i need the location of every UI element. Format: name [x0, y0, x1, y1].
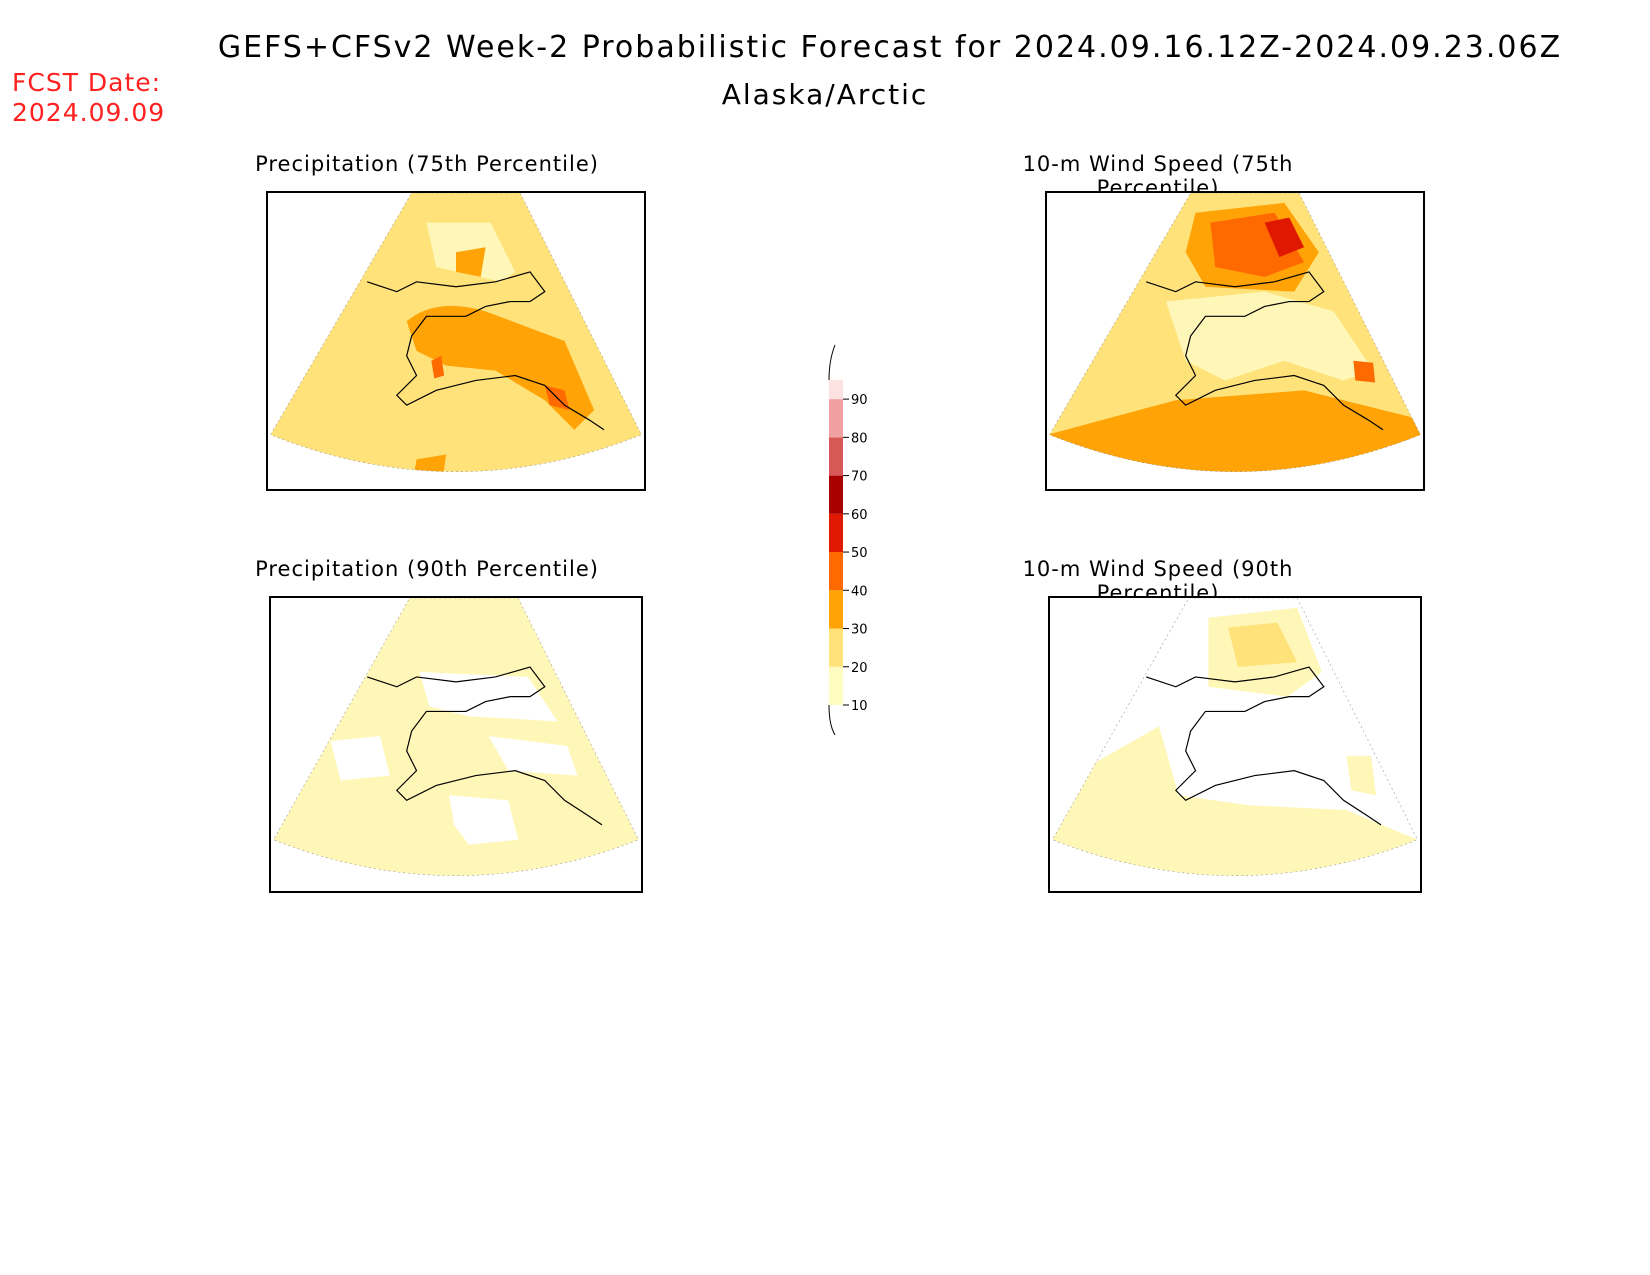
wind90-coastline: [1146, 666, 1382, 826]
forecast-date-value: 2024.09.09: [12, 98, 166, 127]
colorbar-cell: [829, 380, 843, 400]
panel-title-precip-75: Precipitation (75th Percentile): [255, 152, 599, 176]
region-subtitle: Alaska/Arctic: [721, 78, 929, 111]
colorbar-tick-label: 10: [851, 699, 868, 714]
colorbar-tick-label: 20: [851, 661, 868, 676]
precip90-white-patch-3: [449, 795, 519, 845]
wind75-graticule: [1049, 193, 1421, 473]
map-precip-75-svg: [270, 193, 642, 473]
colorbar-tick-label: 40: [851, 584, 868, 599]
colorbar-tick-label: 50: [851, 546, 868, 561]
map-wind-75: [1045, 191, 1425, 491]
precip90-coastline: [367, 666, 603, 826]
colorbar-bottom-cap: [828, 704, 836, 736]
precip90-base: [273, 598, 639, 876]
wind75-coastline: [1146, 271, 1384, 431]
colorbar-cell: [829, 552, 843, 591]
colorbar-tick-label: 80: [851, 431, 868, 446]
precip90-white-patch-4: [488, 736, 578, 776]
map-precip-90-svg: [273, 598, 639, 877]
wind75-darkred-north: [1264, 217, 1305, 258]
colorbar-cell: [829, 666, 843, 705]
precip75-orange-patch-2: [411, 454, 447, 472]
colorbar-tick-label: 70: [851, 470, 868, 485]
precip90-white-patch-2: [330, 736, 390, 781]
precip90-white-patch: [419, 671, 558, 722]
panel-title-precip-90: Precipitation (90th Percentile): [255, 557, 599, 581]
forecast-date-block: FCST Date: 2024.09.09: [12, 68, 165, 128]
map-wind-90-svg: [1052, 598, 1418, 877]
map-precip-75: [266, 191, 646, 491]
precip75-graticule: [270, 193, 642, 473]
colorbar-cell: [829, 628, 843, 667]
colorbar: 10 20 30 40 50 60 70 80 90: [828, 344, 868, 736]
precip75-orange-band: [406, 305, 595, 430]
main-title: GEFS+CFSv2 Week-2 Probabilistic Forecast…: [217, 30, 1563, 65]
colorbar-cell: [829, 475, 843, 514]
wind75-light-area: [1165, 291, 1374, 381]
colorbar-cell: [829, 590, 843, 629]
wind90-light-south: [1052, 726, 1418, 876]
precip75-orange-patch: [456, 247, 486, 277]
panel-title-wind-75: 10-m Wind Speed (75th Percentile): [1022, 152, 1294, 200]
colorbar-cell: [829, 513, 843, 553]
map-precip-90: [269, 596, 643, 893]
wind75-red-spot: [1353, 360, 1376, 383]
wind90-graticule: [1052, 598, 1418, 877]
map-wind-90: [1048, 596, 1422, 893]
precip90-graticule: [273, 598, 639, 877]
wind90-light-east: [1346, 755, 1377, 796]
colorbar-tick-label: 60: [851, 508, 868, 523]
map-wind-75-svg: [1049, 193, 1421, 473]
wind90-yellow-north: [1228, 622, 1298, 668]
colorbar-cell: [829, 437, 843, 476]
precip75-red-spot: [431, 355, 445, 379]
colorbar-top-cap: [828, 344, 836, 381]
colorbar-tick-label: 90: [851, 393, 868, 408]
precip75-coastline: [367, 271, 605, 431]
colorbar-tick-label: 30: [851, 623, 868, 638]
forecast-date-label: FCST Date:: [12, 68, 162, 97]
colorbar-cell: [829, 399, 843, 438]
